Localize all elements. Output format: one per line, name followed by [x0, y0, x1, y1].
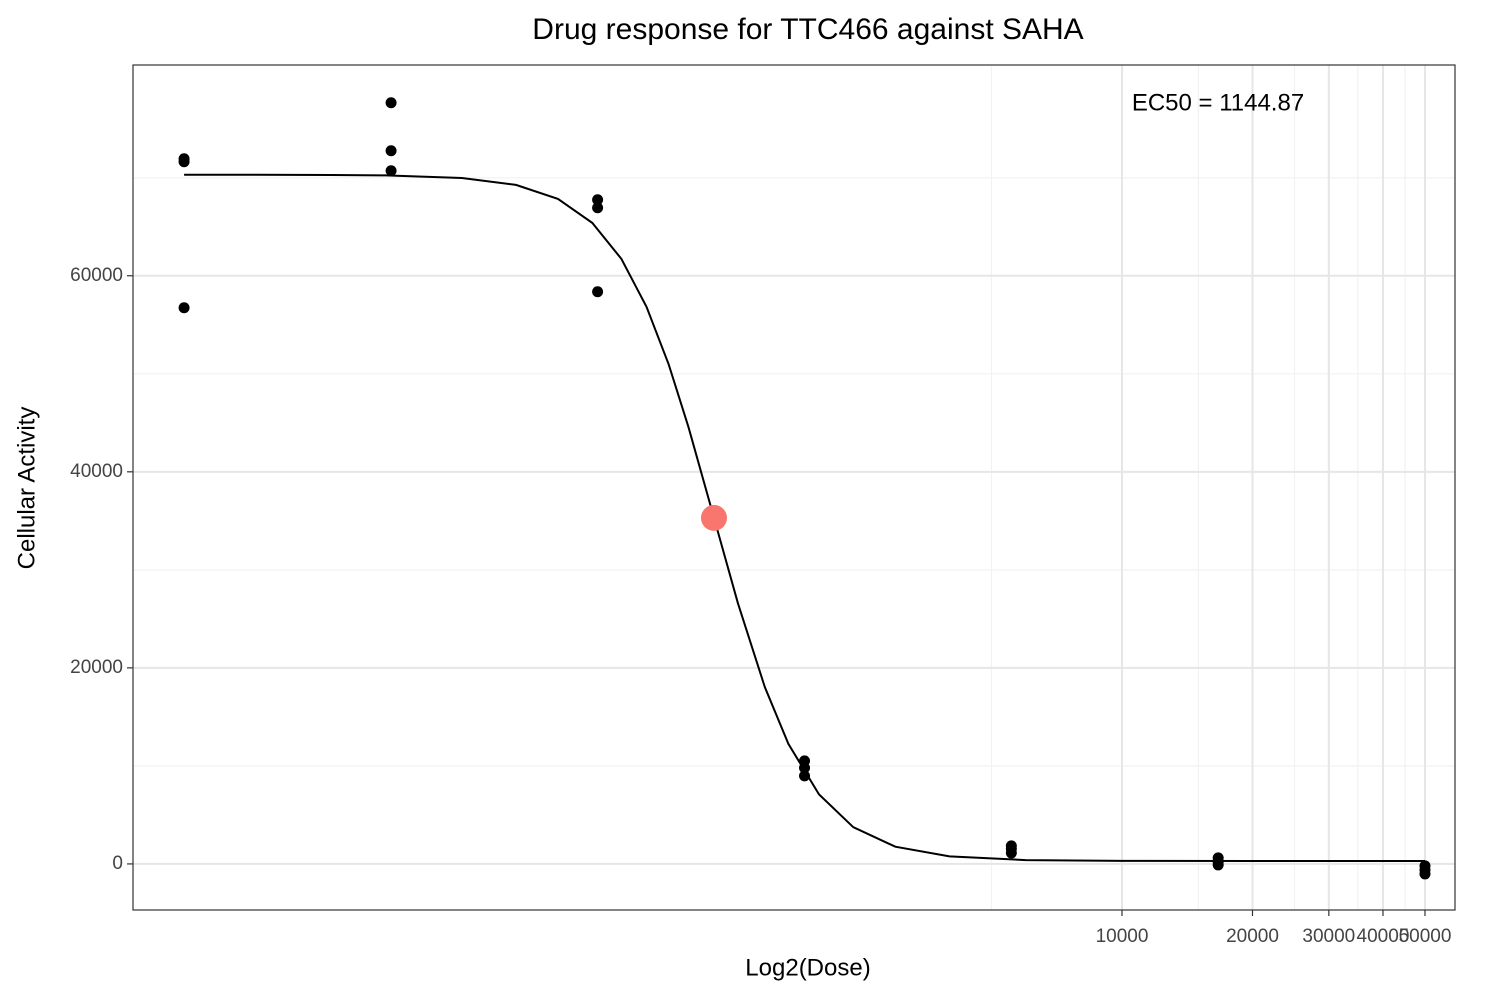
data-point — [592, 194, 604, 206]
marks — [178, 97, 1431, 880]
data-point — [1212, 859, 1224, 871]
data-point — [1005, 847, 1017, 859]
y-axis-title: Cellular Activity — [13, 407, 40, 570]
annotation: EC50 = 1144.87 — [1132, 89, 1304, 116]
data-point — [385, 165, 397, 177]
data-point — [178, 302, 190, 314]
x-tick-label: 20000 — [1226, 926, 1279, 947]
x-tick-label: 40000 — [1357, 926, 1410, 947]
x-tick-label: 10000 — [1096, 926, 1149, 947]
grid — [127, 65, 1455, 916]
x-axis-title: Log2(Dose) — [745, 954, 870, 981]
y-tick-label: 20000 — [70, 657, 123, 678]
chart-title: Drug response for TTC466 against SAHA — [532, 13, 1083, 46]
data-point — [385, 97, 397, 109]
data-point — [592, 202, 604, 214]
x-tick-label: 50000 — [1399, 926, 1452, 947]
y-tick-label: 40000 — [70, 461, 123, 482]
fit-curve — [184, 173, 1425, 862]
data-point — [178, 156, 190, 168]
y-tick-label: 0 — [112, 853, 123, 874]
x-tick-label: 30000 — [1302, 926, 1355, 947]
data-point — [592, 286, 604, 298]
data-point — [385, 145, 397, 157]
panel-border — [132, 64, 1456, 911]
data-point — [1419, 868, 1431, 880]
y-tick-label: 60000 — [70, 265, 123, 286]
ec50-point — [700, 504, 727, 531]
